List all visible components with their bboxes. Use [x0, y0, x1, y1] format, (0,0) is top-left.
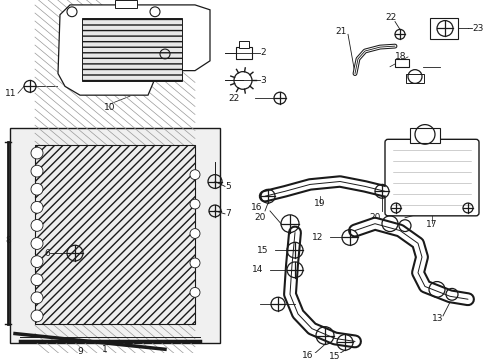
Bar	[115, 0, 137, 8]
Circle shape	[31, 274, 43, 285]
Circle shape	[190, 199, 200, 209]
Circle shape	[31, 147, 43, 159]
Text: 4: 4	[294, 300, 300, 309]
Text: 22: 22	[384, 13, 395, 22]
Text: 19: 19	[314, 199, 325, 208]
Text: 23: 23	[471, 24, 482, 33]
Bar	[394, 59, 408, 67]
Text: 13: 13	[431, 204, 443, 213]
Text: 20: 20	[368, 213, 380, 222]
Polygon shape	[58, 5, 209, 95]
Bar	[236, 47, 251, 59]
Bar	[35, 145, 195, 324]
Text: 15: 15	[328, 352, 340, 360]
Text: 14: 14	[251, 265, 263, 274]
Text: 6: 6	[44, 249, 50, 258]
Text: 12: 12	[311, 233, 323, 242]
Text: 8: 8	[5, 236, 11, 245]
Circle shape	[31, 292, 43, 304]
Text: 20: 20	[254, 213, 265, 222]
Text: 13: 13	[431, 314, 443, 323]
Text: 15: 15	[256, 246, 267, 255]
Text: 3: 3	[260, 76, 265, 85]
Text: 16: 16	[250, 203, 262, 212]
Bar	[239, 41, 248, 48]
Circle shape	[31, 256, 43, 267]
Text: 18: 18	[394, 53, 406, 62]
Circle shape	[31, 202, 43, 213]
Text: 10: 10	[104, 103, 116, 112]
Bar	[429, 18, 457, 39]
Text: 2: 2	[260, 49, 265, 58]
Text: 17: 17	[426, 220, 437, 229]
Circle shape	[31, 238, 43, 249]
Text: 9: 9	[77, 347, 82, 356]
Text: 7: 7	[224, 210, 230, 219]
Text: 21: 21	[334, 27, 346, 36]
Bar	[10, 127, 220, 343]
Bar	[405, 73, 423, 84]
Circle shape	[31, 220, 43, 231]
Text: 16: 16	[302, 351, 313, 360]
Text: 5: 5	[224, 182, 230, 191]
Circle shape	[31, 310, 43, 322]
Text: 1: 1	[102, 345, 108, 354]
Bar	[82, 18, 182, 81]
Circle shape	[31, 183, 43, 195]
Text: 22: 22	[228, 94, 240, 103]
FancyBboxPatch shape	[384, 139, 478, 216]
Bar	[35, 145, 195, 324]
Circle shape	[190, 170, 200, 180]
Circle shape	[190, 287, 200, 297]
Bar	[409, 127, 439, 143]
Circle shape	[31, 165, 43, 177]
Circle shape	[190, 258, 200, 268]
Circle shape	[190, 229, 200, 238]
Text: 11: 11	[5, 89, 17, 98]
